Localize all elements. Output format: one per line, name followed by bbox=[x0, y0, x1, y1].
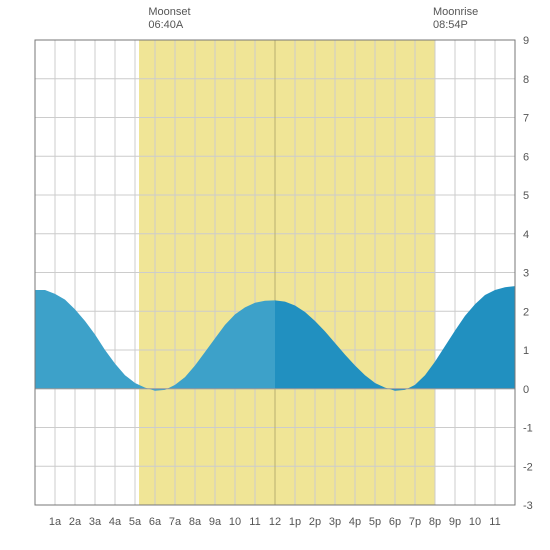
x-tick-label: 1a bbox=[49, 516, 62, 528]
y-tick-label: 3 bbox=[523, 268, 529, 280]
x-tick-label: 8a bbox=[189, 516, 202, 528]
moonrise-time: 08:54P bbox=[433, 19, 468, 31]
x-tick-label: 2a bbox=[69, 516, 82, 528]
y-tick-label: 0 bbox=[523, 384, 529, 396]
moonrise-title: Moonrise bbox=[433, 6, 478, 18]
x-tick-label: 1p bbox=[289, 516, 301, 528]
x-tick-label: 3p bbox=[329, 516, 341, 528]
x-tick-label: 7p bbox=[409, 516, 421, 528]
x-tick-label: 11 bbox=[489, 516, 500, 528]
x-tick-label: 6a bbox=[149, 516, 162, 528]
y-tick-label: -3 bbox=[523, 500, 533, 512]
x-tick-label: 6p bbox=[389, 516, 401, 528]
y-tick-label: 9 bbox=[523, 35, 529, 47]
x-tick-label: 3a bbox=[89, 516, 102, 528]
x-tick-label: 8p bbox=[429, 516, 441, 528]
y-tick-label: -1 bbox=[523, 423, 533, 435]
x-tick-label: 12 bbox=[269, 516, 281, 528]
x-tick-label: 10 bbox=[229, 516, 241, 528]
x-tick-label: 4p bbox=[349, 516, 361, 528]
y-tick-label: 6 bbox=[523, 151, 529, 163]
x-tick-label: 7a bbox=[169, 516, 182, 528]
x-tick-label: 10 bbox=[469, 516, 481, 528]
x-tick-label: 2p bbox=[309, 516, 321, 528]
y-tick-label: 1 bbox=[523, 345, 529, 357]
chart-svg: -3-2-101234567891a2a3a4a5a6a7a8a9a101112… bbox=[0, 0, 550, 550]
tide-chart: Moonset 06:40A Moonrise 08:54P -3-2-1012… bbox=[0, 0, 550, 550]
y-tick-label: 8 bbox=[523, 74, 529, 86]
moonset-label: Moonset 06:40A bbox=[148, 6, 190, 32]
moonset-time: 06:40A bbox=[148, 19, 183, 31]
y-tick-label: 2 bbox=[523, 306, 529, 318]
y-tick-label: 4 bbox=[523, 229, 529, 241]
y-tick-label: 5 bbox=[523, 190, 529, 202]
y-tick-label: 7 bbox=[523, 113, 529, 125]
x-tick-label: 5p bbox=[369, 516, 381, 528]
moonrise-label: Moonrise 08:54P bbox=[433, 6, 478, 32]
x-tick-label: 11 bbox=[249, 516, 260, 528]
x-tick-label: 5a bbox=[129, 516, 142, 528]
x-tick-label: 9a bbox=[209, 516, 222, 528]
x-tick-label: 4a bbox=[109, 516, 122, 528]
moonset-title: Moonset bbox=[148, 6, 190, 18]
x-tick-label: 9p bbox=[449, 516, 461, 528]
y-tick-label: -2 bbox=[523, 461, 533, 473]
